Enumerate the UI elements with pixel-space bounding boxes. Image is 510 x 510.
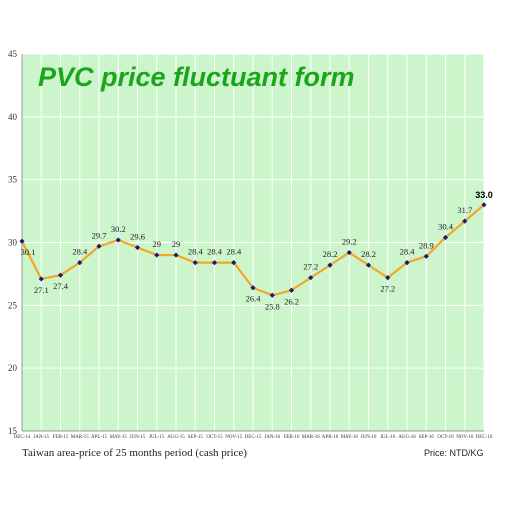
data-label: 28.4 [72, 247, 88, 257]
data-point [134, 244, 141, 251]
data-label: 33.0 [475, 190, 493, 200]
data-point [192, 260, 198, 266]
data-label: 28.2 [323, 249, 338, 259]
data-point [115, 237, 121, 243]
data-point [211, 260, 218, 266]
y-tick-label: 20 [8, 363, 18, 373]
x-tick-label: JUL-16 [380, 435, 396, 440]
x-tick-label: JUL-15 [149, 435, 165, 440]
data-label: 25.8 [265, 301, 280, 311]
data-points [19, 202, 487, 298]
x-tick-label: SEP-16 [419, 435, 435, 440]
data-label: 28.4 [226, 247, 242, 257]
data-point [231, 260, 237, 266]
data-point [481, 202, 487, 208]
data-label: 28.4 [188, 247, 204, 257]
data-point [365, 262, 372, 268]
data-point [250, 285, 256, 291]
data-point [19, 238, 25, 244]
data-label: 29.7 [92, 230, 107, 240]
data-label: 30.4 [438, 221, 454, 231]
x-tick-labels: DEC-14 JAN-15 FEB-15 MAR-15 APL-15 MAY-15 JUN-… [14, 435, 493, 440]
x-tick-label: OCT-15 [206, 435, 223, 440]
data-point [173, 252, 179, 258]
data-label: 30.1 [21, 247, 36, 257]
data-point [404, 260, 410, 266]
data-label: 27.1 [34, 285, 49, 295]
x-tick-label: APR-16 [322, 435, 339, 440]
y-tick-label: 30 [8, 238, 18, 248]
x-tick-label: JUN-16 [361, 435, 377, 440]
data-point [77, 260, 83, 266]
data-point [57, 272, 64, 278]
data-point [385, 275, 391, 281]
price-unit-note: Price: NTD/KG [424, 448, 484, 458]
data-label: 28.4 [400, 247, 416, 257]
data-label: 30.2 [111, 224, 126, 234]
data-label: 27.4 [53, 281, 69, 291]
x-tick-label: DEC-15 [245, 435, 262, 440]
data-point [154, 252, 160, 258]
data-point [308, 275, 314, 281]
data-point [269, 292, 275, 298]
x-tick-label: FEB-15 [53, 435, 69, 440]
x-tick-label: AUG-16 [398, 435, 416, 440]
x-tick-label: JAN-16 [264, 435, 280, 440]
x-tick-label: OCT-16 [437, 435, 454, 440]
data-label: 31.7 [457, 205, 472, 215]
x-tick-label: DEC-16 [476, 435, 493, 440]
data-label: 27.2 [303, 262, 318, 272]
data-label: 27.2 [380, 284, 395, 294]
x-tick-label: MAY-15 [110, 435, 128, 440]
y-tick-label: 25 [8, 300, 18, 310]
data-point [423, 253, 429, 259]
data-label: 29.6 [130, 232, 145, 242]
x-tick-label: NOV-15 [225, 435, 243, 440]
footnote: Taiwan area-price of 25 months period (c… [22, 447, 247, 459]
data-point [462, 218, 468, 224]
data-label: 29 [172, 239, 181, 249]
data-point [288, 287, 295, 293]
y-tick-label: 35 [8, 175, 18, 185]
y-tick-label: 15 [8, 426, 18, 436]
x-tick-label: MAY-16 [341, 435, 359, 440]
y-tick-labels: 15 20 25 30 35 40 45 [8, 49, 18, 436]
y-tick-label: 40 [8, 112, 18, 122]
x-tick-label: JAN-15 [33, 435, 49, 440]
data-label: 26.2 [284, 296, 299, 306]
data-point [346, 249, 352, 256]
x-tick-label: AUG-15 [167, 435, 185, 440]
x-tick-label: APL-15 [91, 435, 108, 440]
x-tick-label: FEB-16 [284, 435, 300, 440]
data-label: 29.2 [342, 237, 357, 247]
data-point [442, 234, 449, 241]
data-label: 28.9 [419, 240, 434, 250]
x-tick-label: SEP-15 [188, 435, 204, 440]
data-label: 28.2 [361, 249, 376, 259]
x-tick-label: JUN-15 [130, 435, 146, 440]
x-tick-label: MAR-15 [71, 435, 90, 440]
data-point [38, 276, 44, 282]
x-tick-label: NOV-16 [456, 435, 474, 440]
data-label: 26.4 [246, 294, 262, 304]
chart-title: PVC price fluctuant form [38, 62, 355, 92]
x-tick-label: MAR-16 [302, 435, 321, 440]
data-label: 28.4 [207, 247, 223, 257]
data-point [96, 243, 102, 249]
data-point [327, 262, 333, 268]
x-tick-label: DEC-14 [14, 435, 31, 440]
data-label: 29 [153, 239, 162, 249]
y-tick-label: 45 [8, 49, 18, 59]
